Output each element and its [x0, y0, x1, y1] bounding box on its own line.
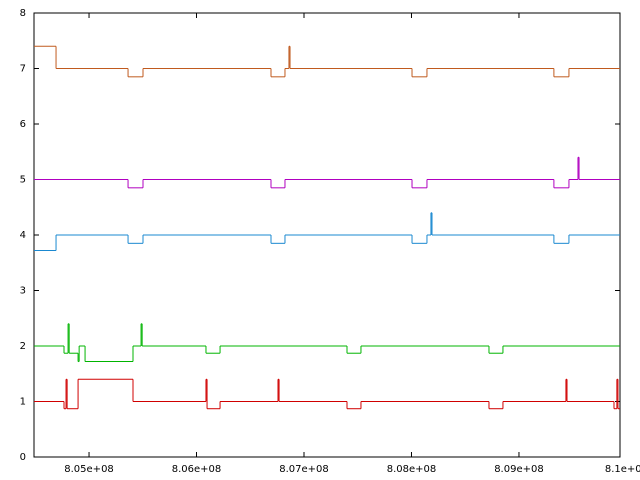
y-tick-label: 7 — [20, 64, 26, 75]
x-tick-label: 8.06e+08 — [172, 464, 222, 475]
x-tick-label: 8.07e+08 — [279, 464, 329, 475]
y-tick-label: 8 — [20, 8, 26, 19]
x-tick-label: 8.1e+08 — [605, 464, 640, 475]
x-tick-label: 8.09e+08 — [494, 464, 544, 475]
y-tick-label: 2 — [20, 341, 26, 352]
y-tick-label: 5 — [20, 175, 26, 186]
y-tick-label: 0 — [20, 452, 26, 463]
y-tick-label: 3 — [20, 286, 26, 297]
y-tick-label: 6 — [20, 119, 26, 130]
y-tick-label: 4 — [20, 230, 26, 241]
x-tick-label: 8.08e+08 — [387, 464, 437, 475]
y-tick-label: 1 — [20, 397, 26, 408]
x-tick-label: 8.05e+08 — [64, 464, 114, 475]
